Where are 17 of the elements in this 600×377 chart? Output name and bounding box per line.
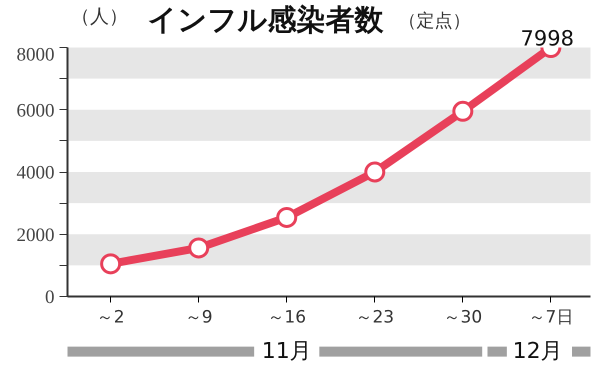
x-tick-label: ～16 — [267, 308, 306, 328]
x-tick-label: ～30 — [444, 308, 482, 328]
x-tick-label: ～9 — [184, 308, 213, 328]
text: 11月 — [262, 339, 312, 364]
y-tick-label: 8000 — [16, 44, 54, 66]
x-tick-label: ～7日 — [528, 308, 574, 328]
y-tick-label: 6000 — [16, 100, 54, 122]
data-label: 7998 — [520, 26, 574, 50]
y-tick-label: 2000 — [16, 224, 54, 246]
text: 12月 — [512, 339, 563, 364]
x-tick-label: ～23 — [355, 308, 394, 328]
y-tick-label: 4000 — [16, 162, 54, 184]
y-axis-title: （人） — [70, 6, 128, 28]
y-tick-label: 0 — [45, 287, 54, 308]
chart-title: インフル感染者数 — [148, 2, 385, 36]
chart-subtitle: （定点） — [398, 10, 471, 32]
x-tick-label: ～2 — [96, 308, 125, 328]
